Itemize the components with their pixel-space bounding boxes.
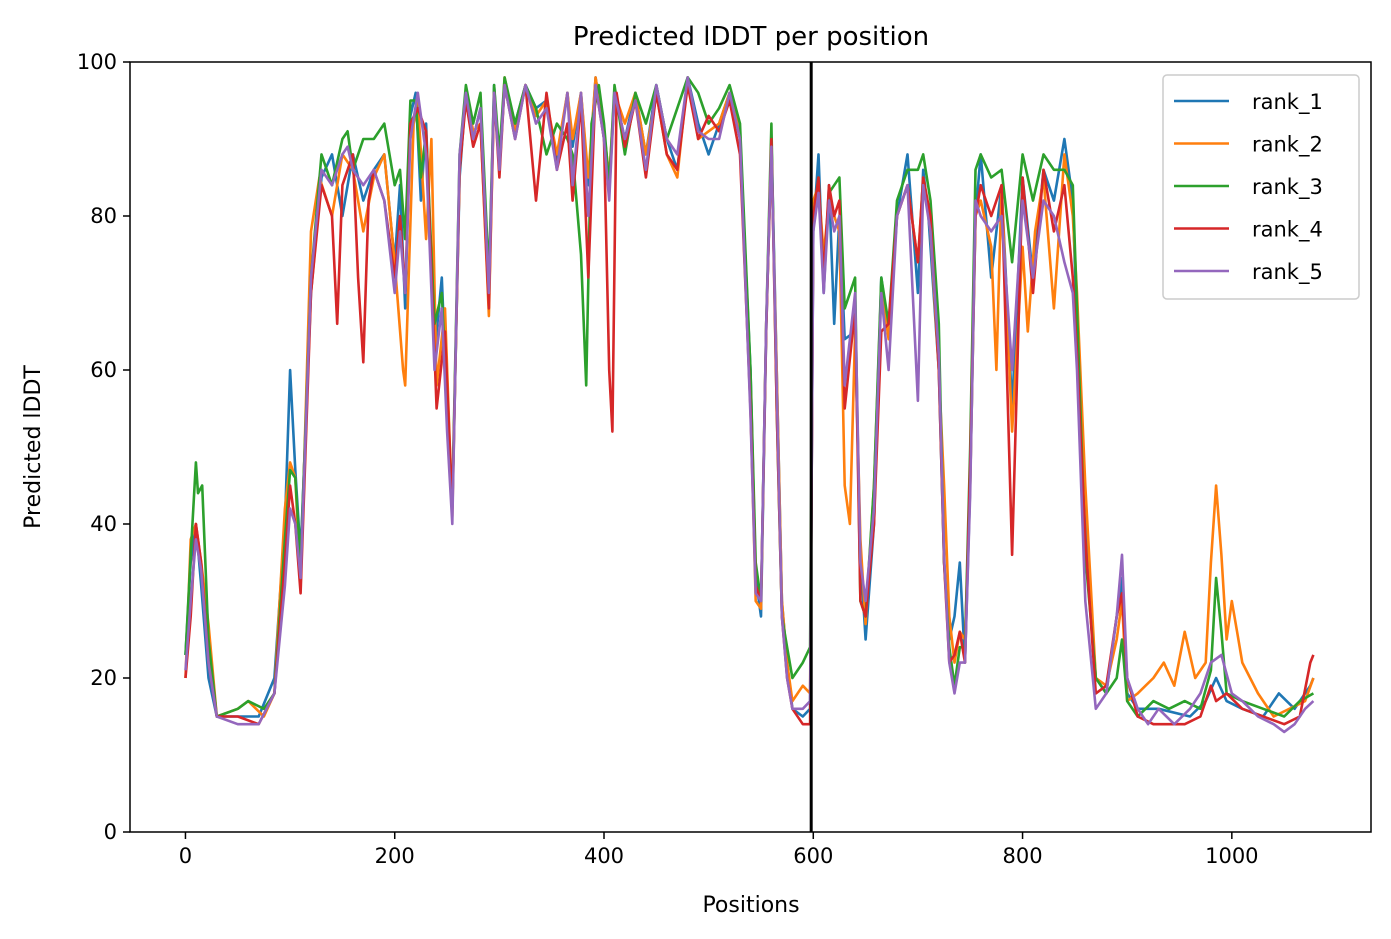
legend-box <box>1162 74 1360 300</box>
chart-title: Predicted lDDT per position <box>573 22 929 52</box>
x-axis: 0 200 400 600 800 1000 <box>179 832 1259 868</box>
x-tick-label: 1000 <box>1205 844 1258 868</box>
legend-label: rank_1 <box>1252 90 1323 115</box>
x-tick-label: 0 <box>179 844 192 868</box>
x-tick-label: 400 <box>584 844 624 868</box>
series-line-rank-5 <box>184 76 1315 734</box>
y-tick-label: 40 <box>90 512 117 536</box>
x-tick-label: 800 <box>1003 844 1043 868</box>
legend-label: rank_3 <box>1252 175 1323 200</box>
x-tick-label: 200 <box>375 844 415 868</box>
y-axis-label: Predicted lDDT <box>21 365 46 529</box>
series-layer <box>184 76 1315 734</box>
y-axis: 0 20 40 60 80 100 <box>77 50 130 844</box>
y-tick-label: 20 <box>90 666 117 690</box>
legend-label: rank_4 <box>1252 218 1323 243</box>
legend-label: rank_5 <box>1252 260 1323 285</box>
y-tick-label: 80 <box>90 204 117 228</box>
y-tick-label: 0 <box>104 820 117 844</box>
x-axis-label: Positions <box>702 893 799 918</box>
series-line-rank-3 <box>184 76 1315 718</box>
plot-area <box>129 61 1372 833</box>
x-tick-label: 600 <box>793 844 833 868</box>
legend: rank_1 rank_2 rank_3 rank_4 rank_5 <box>1162 74 1360 300</box>
plot-frame <box>129 61 1372 833</box>
legend-label: rank_2 <box>1252 133 1323 158</box>
y-tick-label: 100 <box>77 50 117 74</box>
y-tick-label: 60 <box>90 358 117 382</box>
